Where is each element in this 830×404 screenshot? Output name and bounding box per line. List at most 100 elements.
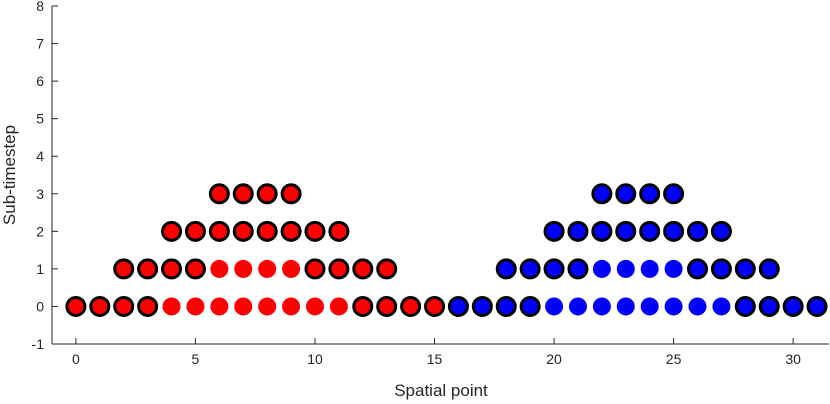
x-tick-label: 5 [192, 351, 200, 367]
y-tick-label: 7 [36, 36, 44, 52]
red-filled-point [234, 297, 253, 316]
y-tick-label: 0 [36, 298, 44, 314]
red-outlined-point [65, 295, 87, 317]
red-outlined-point [352, 295, 374, 317]
blue-outlined-point [639, 220, 661, 242]
blue-outlined-point [567, 258, 589, 280]
blue-outlined-point [687, 220, 709, 242]
red-outlined-point [232, 220, 254, 242]
x-tick-label: 20 [546, 351, 562, 367]
blue-filled-point [640, 297, 659, 316]
blue-outlined-point [495, 295, 517, 317]
red-outlined-point [280, 220, 302, 242]
red-filled-point [258, 259, 277, 278]
blue-filled-point [640, 259, 659, 278]
y-tick-label: 1 [36, 261, 44, 277]
blue-outlined-point [687, 258, 709, 280]
red-filled-point [162, 297, 181, 316]
red-outlined-point [161, 258, 183, 280]
axis-ticks: 0 5 10 15 20 25 30 -1 0 1 2 3 4 5 6 7 8 [32, 0, 802, 367]
blue-outlined-point [710, 258, 732, 280]
blue-filled-point [616, 259, 635, 278]
blue-filled-point [712, 297, 731, 316]
blue-outlined-point [758, 258, 780, 280]
blue-outlined-point [710, 220, 732, 242]
red-filled-point [282, 297, 301, 316]
x-tick-label: 0 [72, 351, 80, 367]
y-tick-label: 2 [36, 223, 44, 239]
blue-outlined-point [591, 220, 613, 242]
red-outlined-point [424, 295, 446, 317]
red-outlined-point [232, 183, 254, 205]
red-outlined-point [304, 220, 326, 242]
blue-filled-point [545, 297, 564, 316]
x-axis-label: Spatial point [394, 381, 488, 400]
blue-filled-point [568, 297, 587, 316]
red-filled-point [186, 297, 205, 316]
blue-filled-point [592, 259, 611, 278]
red-outlined-point [376, 295, 398, 317]
blue-outlined-point [471, 295, 493, 317]
red-outlined-point [304, 258, 326, 280]
blue-outlined-point [543, 258, 565, 280]
blue-outlined-point [782, 295, 804, 317]
red-outlined-point [113, 295, 135, 317]
red-filled-point [329, 297, 348, 316]
red-outlined-point [137, 295, 159, 317]
red-outlined-point [89, 295, 111, 317]
x-tick-label: 25 [666, 351, 682, 367]
red-outlined-point [256, 220, 278, 242]
blue-outlined-point [806, 295, 828, 317]
blue-filled-point [664, 297, 683, 316]
x-tick-label: 15 [427, 351, 443, 367]
red-outlined-point [328, 258, 350, 280]
red-outlined-point [280, 183, 302, 205]
red-filled-point [234, 259, 253, 278]
red-outlined-point [113, 258, 135, 280]
red-filled-point [258, 297, 277, 316]
x-tick-label: 10 [307, 351, 323, 367]
blue-outlined-point [519, 295, 541, 317]
plot-area [51, 6, 829, 345]
red-outlined-point [256, 183, 278, 205]
blue-outlined-point [758, 295, 780, 317]
data-points [65, 183, 828, 317]
x-tick-label: 30 [785, 351, 801, 367]
y-axis-label: Sub-timestep [0, 125, 19, 225]
blue-outlined-point [447, 295, 469, 317]
y-tick-label: 8 [36, 0, 44, 14]
y-tick-label: 3 [36, 186, 44, 202]
red-outlined-point [137, 258, 159, 280]
blue-outlined-point [663, 220, 685, 242]
red-outlined-point [328, 220, 350, 242]
red-outlined-point [161, 220, 183, 242]
blue-outlined-point [615, 220, 637, 242]
blue-filled-point [664, 259, 683, 278]
red-outlined-point [400, 295, 422, 317]
y-tick-label: 5 [36, 111, 44, 127]
red-outlined-point [184, 258, 206, 280]
blue-filled-point [592, 297, 611, 316]
red-outlined-point [376, 258, 398, 280]
blue-outlined-point [734, 295, 756, 317]
blue-outlined-point [663, 183, 685, 205]
y-tick-label: 4 [36, 148, 44, 164]
blue-filled-point [616, 297, 635, 316]
red-filled-point [210, 297, 229, 316]
blue-outlined-point [591, 183, 613, 205]
blue-outlined-point [495, 258, 517, 280]
blue-outlined-point [519, 258, 541, 280]
red-outlined-point [352, 258, 374, 280]
red-filled-point [210, 259, 229, 278]
red-outlined-point [208, 183, 230, 205]
red-filled-point [282, 259, 301, 278]
blue-outlined-point [639, 183, 661, 205]
blue-outlined-point [543, 220, 565, 242]
y-tick-label: 6 [36, 73, 44, 89]
red-outlined-point [184, 220, 206, 242]
blue-outlined-point [615, 183, 637, 205]
red-outlined-point [208, 220, 230, 242]
y-tick-label: -1 [32, 336, 45, 352]
blue-outlined-point [734, 258, 756, 280]
